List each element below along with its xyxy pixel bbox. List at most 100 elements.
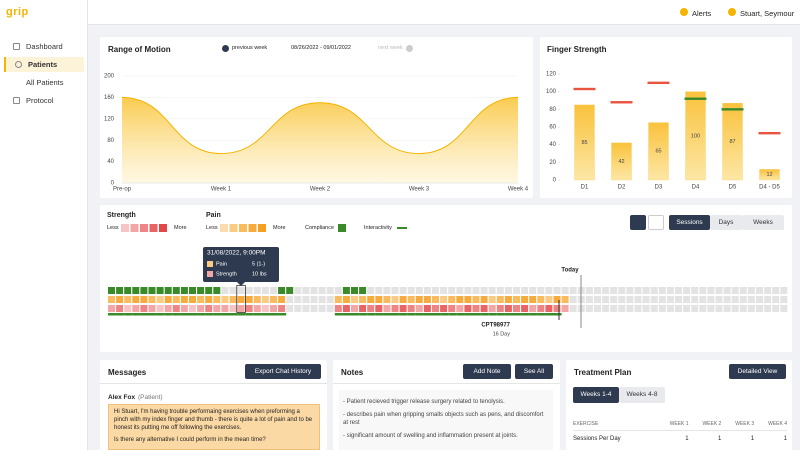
tab[interactable]: Weeks 4-8	[619, 387, 665, 403]
cell	[237, 305, 245, 312]
header-cell: WEEK 2	[702, 420, 722, 427]
bar-label: 87	[729, 139, 735, 145]
tooltip-pointer	[237, 282, 245, 286]
row: Sessions Per Day 1 1 1 1	[573, 430, 787, 448]
view-tab[interactable]: Weeks	[742, 215, 784, 230]
user-name[interactable]: Stuart, Seymour	[740, 9, 795, 18]
legend-swatch	[140, 224, 148, 232]
interactivity	[124, 313, 133, 316]
cell	[739, 305, 747, 312]
cell	[221, 296, 229, 303]
y-tick-label: 120	[104, 116, 115, 122]
x-tick-label: Week 3	[409, 187, 430, 193]
cell	[618, 287, 626, 294]
cell	[359, 287, 367, 294]
see-all-button[interactable]: See All	[515, 364, 553, 379]
cell	[172, 305, 180, 312]
tooltip-swatch	[207, 271, 213, 277]
cell	[383, 287, 391, 294]
nav-item[interactable]: Patients	[4, 57, 84, 72]
cell: 1	[750, 436, 755, 443]
add-note-button[interactable]: Add Note	[463, 364, 511, 379]
cell	[602, 296, 610, 303]
interactivity	[521, 313, 530, 316]
cell	[496, 296, 504, 303]
bar	[648, 122, 669, 181]
detailed-view-button[interactable]: Detailed View	[729, 364, 786, 379]
interactivity	[529, 313, 538, 316]
cell	[610, 296, 618, 303]
cell	[205, 296, 213, 303]
next-week[interactable]: next week	[378, 45, 403, 51]
date-range: 08/26/2022 - 09/01/2022	[291, 45, 351, 51]
alerts[interactable]: Alerts	[692, 9, 712, 18]
cell	[318, 287, 326, 294]
cell	[650, 305, 658, 312]
cell	[197, 305, 205, 312]
interactivity	[635, 313, 643, 316]
header-cell: WEEK 3	[735, 420, 755, 427]
cell	[342, 296, 350, 303]
tooltip-value: 10 lbs	[252, 271, 267, 277]
cell	[399, 305, 407, 312]
cell	[691, 305, 699, 312]
cell	[245, 305, 253, 312]
tab[interactable]: Weeks 1-4	[573, 387, 619, 403]
prev-week[interactable]: previous week	[232, 45, 268, 51]
cell	[359, 296, 367, 303]
next-icon[interactable]	[406, 45, 413, 52]
interactivity	[756, 313, 764, 316]
nav-item[interactable]: Dashboard	[4, 39, 84, 54]
cell	[626, 296, 634, 303]
cell	[270, 287, 277, 294]
cell	[326, 287, 334, 294]
cell	[675, 296, 682, 303]
bar-label: 100	[691, 133, 700, 139]
cell	[318, 305, 326, 312]
cell	[472, 305, 480, 312]
interactivity	[164, 313, 173, 316]
interactivity	[319, 313, 327, 316]
interactivity	[496, 313, 505, 316]
nav-item[interactable]: Protocol	[4, 93, 84, 108]
y-tick-label: 0	[111, 181, 115, 187]
x-tick-label: D1	[581, 185, 589, 191]
x-tick-label: Pre-op	[113, 187, 132, 193]
interactivity	[432, 313, 441, 316]
view-tab[interactable]: Sessions	[669, 215, 710, 230]
cell	[707, 287, 715, 294]
cell	[480, 287, 488, 294]
interactivity	[415, 313, 424, 316]
interactivity	[780, 313, 788, 316]
cell	[756, 287, 763, 294]
list-view[interactable]	[630, 215, 646, 230]
prev-icon[interactable]	[222, 45, 229, 52]
cell: 1	[685, 436, 689, 443]
cell	[318, 296, 326, 303]
legend-less: Less	[107, 225, 119, 231]
view-tab[interactable]: Days	[710, 215, 742, 230]
interactivity	[626, 313, 634, 316]
y-tick-label: 100	[546, 89, 557, 95]
interactivity	[423, 313, 432, 316]
export-button[interactable]: Export Chat History	[245, 364, 321, 379]
cell	[731, 305, 739, 312]
nav-item[interactable]: All Patients	[4, 75, 84, 90]
interactivity	[375, 313, 384, 316]
cell	[221, 305, 229, 312]
cell	[464, 305, 472, 312]
cell	[488, 305, 496, 312]
tooltip-key: Pain	[216, 261, 227, 267]
cell	[747, 296, 755, 303]
cell	[553, 287, 561, 294]
cell	[423, 305, 431, 312]
cell	[521, 287, 529, 294]
area	[122, 97, 518, 183]
plan-table: EXERCISE WEEK 1 WEEK 2 WEEK 3 WEEK 4 Ses…	[573, 418, 787, 448]
y-tick-label: 80	[107, 138, 114, 144]
cell	[367, 305, 375, 312]
target-line	[647, 81, 670, 85]
cell	[278, 296, 286, 303]
interactivity	[334, 313, 343, 316]
grid-view[interactable]	[648, 215, 664, 230]
